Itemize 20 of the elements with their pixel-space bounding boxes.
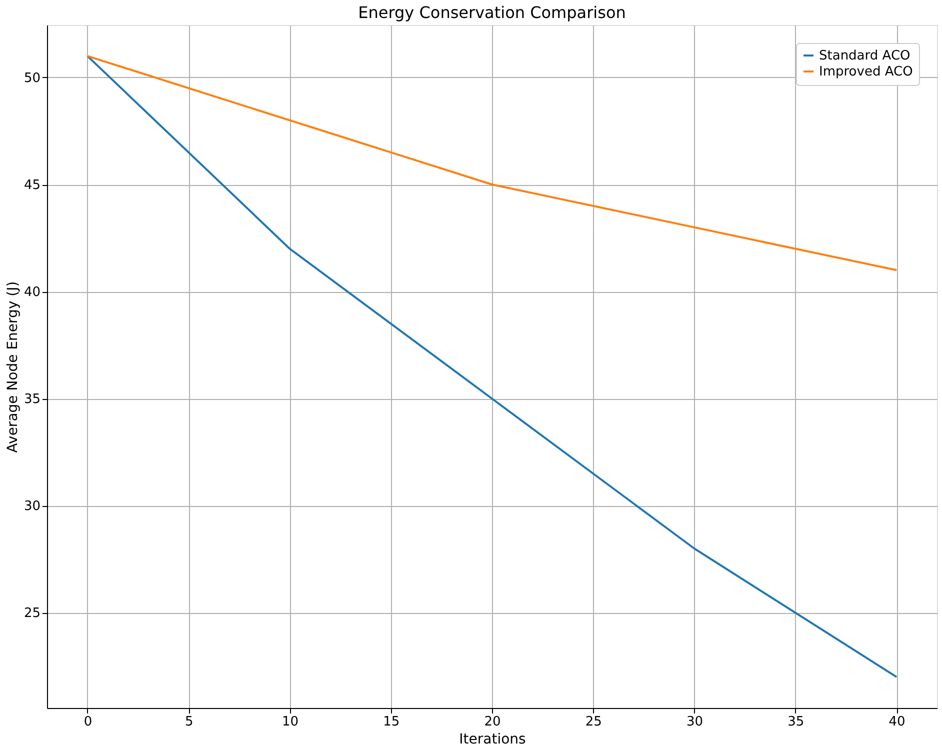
x-tick-label: 5 bbox=[184, 714, 194, 730]
x-tick-label: 35 bbox=[788, 714, 804, 730]
y-axis-title: Average Node Energy (J) bbox=[4, 281, 21, 453]
x-axis-title: Iterations bbox=[459, 732, 526, 748]
y-tick-label: 25 bbox=[24, 606, 40, 622]
x-tick-label: 15 bbox=[383, 714, 400, 730]
y-tick-label: 40 bbox=[24, 285, 40, 300]
chart-title: Energy Conservation Comparison bbox=[358, 3, 626, 22]
legend-label: Standard ACO bbox=[819, 48, 910, 64]
x-tick-label: 0 bbox=[84, 714, 92, 730]
x-tick-label: 30 bbox=[686, 714, 704, 730]
y-tick-label: 50 bbox=[24, 70, 40, 86]
x-tick-label: 10 bbox=[282, 714, 298, 730]
y-tick-label: 45 bbox=[24, 178, 40, 194]
legend-label: Improved ACO bbox=[819, 64, 913, 80]
x-tick-label: 25 bbox=[585, 714, 602, 730]
y-tick-label: 30 bbox=[24, 499, 40, 514]
y-tick-label: 35 bbox=[24, 392, 40, 408]
x-tick-label: 20 bbox=[484, 714, 501, 730]
x-tick-label: 40 bbox=[888, 714, 906, 730]
